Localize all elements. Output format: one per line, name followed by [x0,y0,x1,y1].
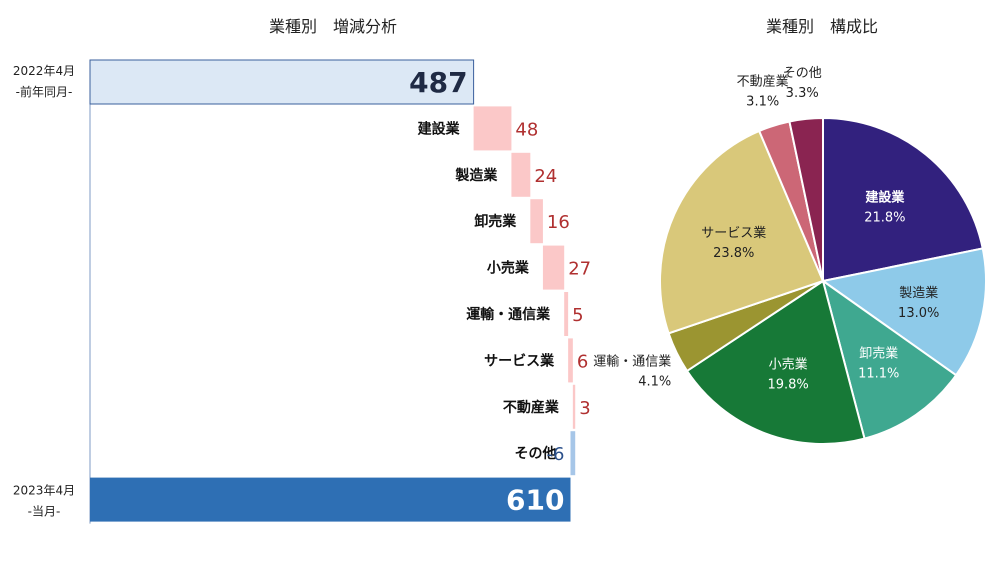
pie-pct-label: 3.1% [746,94,779,109]
waterfall-bar-3 [530,199,543,244]
waterfall-category-label: 小売業 [487,260,530,277]
waterfall-bar-1 [473,106,512,151]
waterfall-bar-2 [511,152,531,197]
pie-slice-3 [821,278,958,440]
waterfall-category-label: 運輸・通信業 [466,306,551,323]
waterfall-start-value: 487 [409,66,467,99]
waterfall-value-label: 3 [579,398,590,419]
pie-slice-2 [820,247,987,377]
pie-slice-4 [685,279,866,445]
waterfall-title: 業種別 増減分析 [269,17,397,36]
pie-pct-label: 19.8% [767,377,808,392]
waterfall-bar-5 [564,292,569,336]
waterfall-bar-4 [542,245,565,290]
waterfall-end-value: 610 [506,484,564,517]
pie-label: 製造業 [899,285,938,301]
waterfall-category-label: 製造業 [454,167,498,184]
waterfall-category-label: その他 [514,445,556,462]
pie-pct-label: 13.0% [898,306,939,321]
waterfall-bar-7 [572,384,576,429]
waterfall-bar-start [89,59,475,105]
waterfall-start-label-line1: 2022年4月 [13,64,75,78]
waterfall-category-label: 卸売業 [474,213,517,230]
waterfall-value-label: 27 [568,259,591,280]
waterfall-bar-6 [568,338,573,383]
pie-pct-label: 3.3% [786,86,819,101]
pie-pct-label: 11.1% [858,366,899,381]
waterfall-bar-end [90,477,571,522]
pie-label: 運輸・通信業 [593,353,671,369]
pie-label: 建設業 [865,189,905,205]
waterfall-start-label-line2: -前年同月- [16,84,73,99]
pie-label: サービス業 [701,225,766,241]
pie-slice-8 [788,116,824,282]
pie-pct-label: 4.1% [638,374,671,389]
pie-slice-1 [822,116,984,283]
pie-label: 不動産業 [737,73,789,89]
pie-label: その他 [783,66,822,81]
pie-pct-label: 23.8% [713,246,754,261]
waterfall-value-label: 48 [515,119,538,140]
pie-label: 小売業 [769,356,808,372]
waterfall-category-label: 建設業 [418,120,461,137]
pie-chart: 建設業 21.8% 製造業 13.0% 卸売業 11.1% 小売業 19.8% 運輸・通信業 4.… [593,66,987,445]
waterfall-chart: 487 2022年4月 -前年同月- 建設業 48 製造業 24 卸売業 16 小売業 27 運輸・通… [13,59,591,524]
waterfall-category-label: 不動産業 [503,399,560,416]
waterfall-category-label: サービス業 [484,352,555,369]
pie-pct-label: 21.8% [864,210,905,225]
waterfall-bar-8 [570,431,576,476]
pie-label: 卸売業 [859,345,898,361]
waterfall-value-label: -6 [547,444,565,465]
waterfall-end-label-line2: -当月- [28,505,61,519]
waterfall-value-label: 5 [572,305,583,326]
pie-title: 業種別 構成比 [766,17,878,36]
waterfall-value-label: 16 [547,212,570,233]
waterfall-value-label: 6 [577,351,588,372]
waterfall-end-label-line1: 2023年4月 [13,484,75,498]
waterfall-value-label: 24 [534,166,557,187]
pie-slice-6 [659,129,825,335]
